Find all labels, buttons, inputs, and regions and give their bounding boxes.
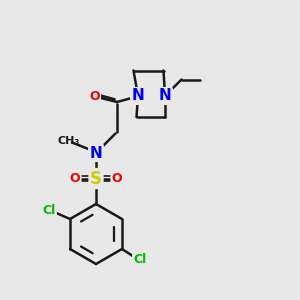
Text: Cl: Cl bbox=[42, 203, 56, 217]
Text: N: N bbox=[159, 88, 171, 104]
Text: CH₃: CH₃ bbox=[58, 136, 80, 146]
Text: O: O bbox=[70, 172, 80, 185]
Text: N: N bbox=[90, 146, 102, 160]
Text: N: N bbox=[132, 88, 144, 104]
Text: O: O bbox=[89, 89, 100, 103]
Text: O: O bbox=[112, 172, 122, 185]
Text: S: S bbox=[90, 169, 102, 188]
Text: Cl: Cl bbox=[134, 253, 147, 266]
